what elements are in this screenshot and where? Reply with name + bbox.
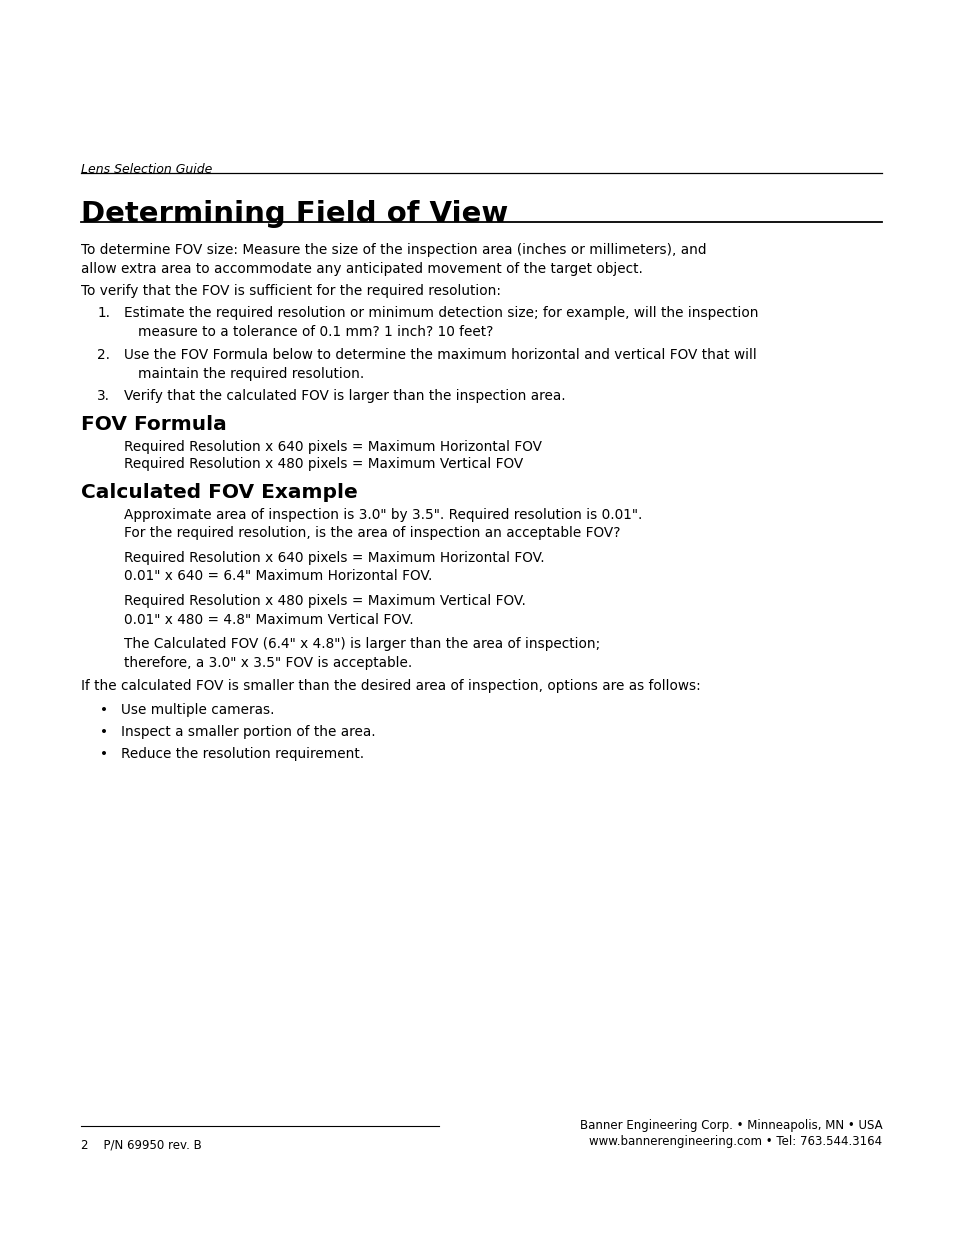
Text: To verify that the FOV is sufficient for the required resolution:: To verify that the FOV is sufficient for… — [81, 284, 500, 298]
Text: Required Resolution x 640 pixels = Maximum Horizontal FOV.: Required Resolution x 640 pixels = Maxim… — [124, 551, 544, 564]
Text: FOV Formula: FOV Formula — [81, 415, 227, 433]
Text: Calculated FOV Example: Calculated FOV Example — [81, 483, 357, 501]
Text: Reduce the resolution requirement.: Reduce the resolution requirement. — [121, 747, 364, 761]
Text: •: • — [100, 725, 108, 739]
Text: Lens Selection Guide: Lens Selection Guide — [81, 163, 213, 177]
Text: •: • — [100, 747, 108, 761]
Text: Required Resolution x 480 pixels = Maximum Vertical FOV.: Required Resolution x 480 pixels = Maxim… — [124, 594, 525, 608]
Text: Use multiple cameras.: Use multiple cameras. — [121, 703, 274, 716]
Text: Determining Field of View: Determining Field of View — [81, 200, 508, 228]
Text: allow extra area to accommodate any anticipated movement of the target object.: allow extra area to accommodate any anti… — [81, 262, 642, 275]
Text: 1.: 1. — [97, 306, 111, 320]
Text: 0.01" x 480 = 4.8" Maximum Vertical FOV.: 0.01" x 480 = 4.8" Maximum Vertical FOV. — [124, 613, 414, 626]
Text: Estimate the required resolution or minimum detection size; for example, will th: Estimate the required resolution or mini… — [124, 306, 758, 320]
Text: To determine FOV size: Measure the size of the inspection area (inches or millim: To determine FOV size: Measure the size … — [81, 243, 706, 257]
Text: 2    P/N 69950 rev. B: 2 P/N 69950 rev. B — [81, 1139, 202, 1152]
Text: Use the FOV Formula below to determine the maximum horizontal and vertical FOV t: Use the FOV Formula below to determine t… — [124, 348, 756, 362]
Text: 2.: 2. — [97, 348, 111, 362]
Text: Inspect a smaller portion of the area.: Inspect a smaller portion of the area. — [121, 725, 375, 739]
Text: 3.: 3. — [97, 389, 111, 403]
Text: maintain the required resolution.: maintain the required resolution. — [138, 367, 364, 380]
Text: If the calculated FOV is smaller than the desired area of inspection, options ar: If the calculated FOV is smaller than th… — [81, 679, 700, 693]
Text: Verify that the calculated FOV is larger than the inspection area.: Verify that the calculated FOV is larger… — [124, 389, 565, 403]
Text: For the required resolution, is the area of inspection an acceptable FOV?: For the required resolution, is the area… — [124, 526, 619, 540]
Text: therefore, a 3.0" x 3.5" FOV is acceptable.: therefore, a 3.0" x 3.5" FOV is acceptab… — [124, 656, 412, 669]
Text: Banner Engineering Corp. • Minneapolis, MN • USA: Banner Engineering Corp. • Minneapolis, … — [579, 1119, 882, 1132]
Text: www.bannerengineering.com • Tel: 763.544.3164: www.bannerengineering.com • Tel: 763.544… — [589, 1135, 882, 1149]
Text: Required Resolution x 640 pixels = Maximum Horizontal FOV: Required Resolution x 640 pixels = Maxim… — [124, 440, 541, 453]
Text: 0.01" x 640 = 6.4" Maximum Horizontal FOV.: 0.01" x 640 = 6.4" Maximum Horizontal FO… — [124, 569, 432, 583]
Text: The Calculated FOV (6.4" x 4.8") is larger than the area of inspection;: The Calculated FOV (6.4" x 4.8") is larg… — [124, 637, 599, 651]
Text: measure to a tolerance of 0.1 mm? 1 inch? 10 feet?: measure to a tolerance of 0.1 mm? 1 inch… — [138, 325, 494, 338]
Text: Required Resolution x 480 pixels = Maximum Vertical FOV: Required Resolution x 480 pixels = Maxim… — [124, 457, 523, 471]
Text: Approximate area of inspection is 3.0" by 3.5". Required resolution is 0.01".: Approximate area of inspection is 3.0" b… — [124, 508, 641, 521]
Text: •: • — [100, 703, 108, 716]
